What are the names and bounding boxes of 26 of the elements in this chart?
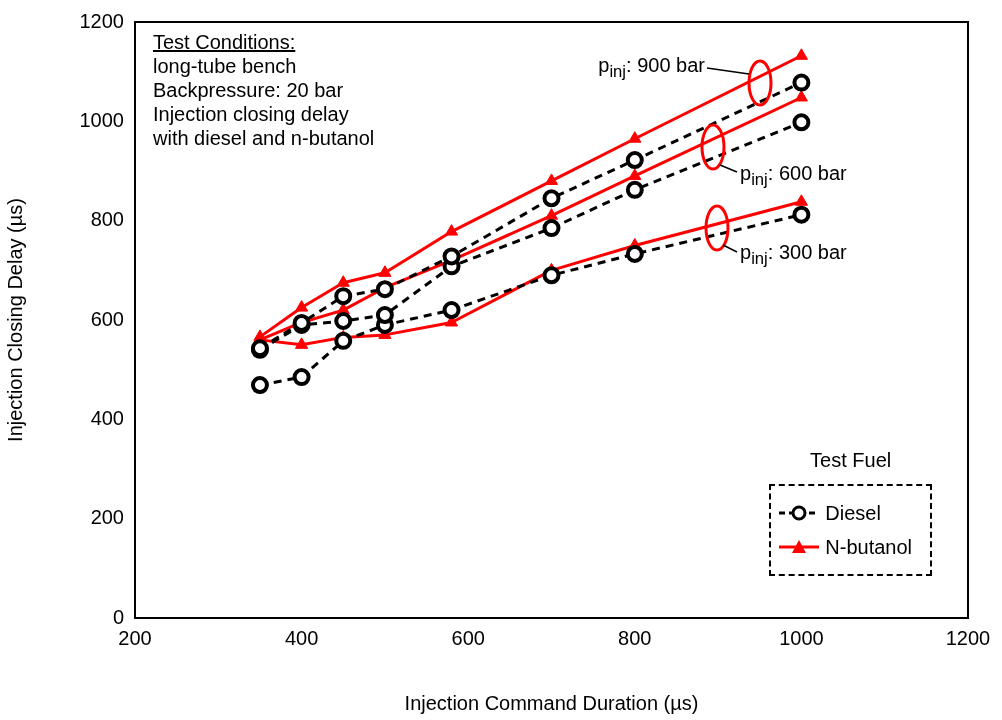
- annotation: Backpressure: 20 bar: [153, 78, 345, 102]
- y-tick-label: 800: [90, 208, 124, 231]
- x-tick-label: 400: [284, 626, 319, 649]
- x-tick-label: 1200: [945, 626, 991, 649]
- y-tick-label: 1200: [79, 9, 124, 32]
- y-tick-label: 200: [90, 506, 124, 529]
- annotation: with diesel and n-butanol: [153, 126, 375, 150]
- y-tick-label: 1000: [79, 108, 124, 131]
- annotation: p$_{inj}$: 300 bar: [740, 241, 847, 269]
- x-axis-title: Injection Command Duration (µs): [404, 691, 699, 714]
- x-tick-label: 1000: [779, 626, 824, 649]
- legend-title: Test Fuel: [809, 449, 893, 472]
- legend-label: Diesel: [825, 501, 881, 525]
- x-tick-label: 800: [618, 626, 652, 649]
- y-tick-label: 600: [90, 307, 124, 330]
- x-tick-label: 200: [118, 626, 152, 649]
- legend-label: N-butanol: [825, 535, 912, 559]
- annotation: p$_{inj}$: 600 bar: [740, 162, 847, 190]
- annotation: Injection closing delay: [153, 102, 350, 126]
- annotation: Test Conditions:: [153, 30, 297, 54]
- y-tick-label: 0: [112, 605, 124, 628]
- y-axis-title: Injection Closing Delay (µs): [3, 198, 26, 442]
- y-tick-label: 400: [90, 406, 124, 429]
- annotation: p$_{inj}$: 900 bar: [598, 54, 705, 82]
- annotation: long-tube bench: [153, 54, 298, 78]
- x-tick-label: 600: [451, 626, 485, 649]
